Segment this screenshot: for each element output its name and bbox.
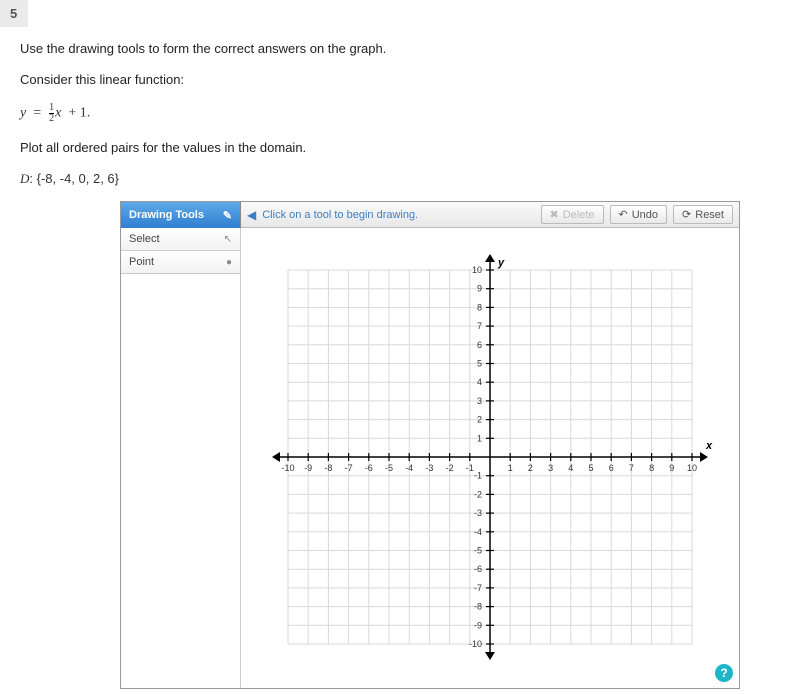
equation: y = 12x + 1. <box>20 103 780 124</box>
svg-text:4: 4 <box>568 463 573 473</box>
svg-text:8: 8 <box>477 302 482 312</box>
svg-text:-5: -5 <box>474 546 482 556</box>
svg-text:-8: -8 <box>324 463 332 473</box>
svg-text:-7: -7 <box>345 463 353 473</box>
graph-widget: Drawing Tools ✎ ◀ Click on a tool to beg… <box>120 201 740 689</box>
svg-text:5: 5 <box>477 359 482 369</box>
svg-text:9: 9 <box>669 463 674 473</box>
svg-text:-4: -4 <box>474 527 482 537</box>
svg-text:-10: -10 <box>469 639 482 649</box>
equation-const: + 1. <box>68 106 90 121</box>
svg-text:-5: -5 <box>385 463 393 473</box>
svg-text:6: 6 <box>609 463 614 473</box>
svg-text:7: 7 <box>629 463 634 473</box>
svg-text:8: 8 <box>649 463 654 473</box>
svg-text:10: 10 <box>687 463 697 473</box>
collapse-arrow-icon[interactable]: ◀ <box>247 208 256 222</box>
svg-text:-8: -8 <box>474 602 482 612</box>
svg-text:9: 9 <box>477 284 482 294</box>
point-dot-icon: ● <box>226 257 232 268</box>
close-icon: ✖ <box>550 208 559 221</box>
svg-text:-10: -10 <box>281 463 294 473</box>
select-cursor-icon: ↖ <box>224 234 232 245</box>
delete-button[interactable]: ✖ Delete <box>541 205 604 224</box>
coordinate-grid[interactable]: -10 -9 -8 -7 -6 -5 -4 -3 -2 -1 1 2 3 4 5 6 7 8 9 10 -10 -9 -8 -… <box>260 242 720 672</box>
svg-text:1: 1 <box>508 463 513 473</box>
tools-sidebar: Select ↖ Point ● <box>121 228 241 688</box>
reset-button[interactable]: ⟳ Reset <box>673 205 733 224</box>
prompt-intro: Consider this linear function: <box>20 72 780 87</box>
equation-var: x <box>55 106 61 121</box>
domain-line: D: {-8, -4, 0, 2, 6} <box>20 171 780 187</box>
equation-eq: = <box>33 106 41 121</box>
equation-lhs: y <box>20 106 26 121</box>
toolbar-row: Drawing Tools ✎ ◀ Click on a tool to beg… <box>121 202 739 228</box>
reset-label: Reset <box>695 209 724 221</box>
canvas-area[interactable]: -10 -9 -8 -7 -6 -5 -4 -3 -2 -1 1 2 3 4 5 6 7 8 9 10 -10 -9 -8 -… <box>241 228 739 688</box>
question-content: Use the drawing tools to form the correc… <box>0 41 800 689</box>
undo-label: Undo <box>632 209 658 221</box>
svg-text:10: 10 <box>472 265 482 275</box>
delete-label: Delete <box>563 209 595 221</box>
svg-text:6: 6 <box>477 340 482 350</box>
wrench-icon: ✎ <box>223 209 232 222</box>
svg-text:2: 2 <box>477 415 482 425</box>
svg-text:3: 3 <box>548 463 553 473</box>
svg-text:-9: -9 <box>474 620 482 630</box>
svg-text:-2: -2 <box>474 489 482 499</box>
sidebar-item-select[interactable]: Select ↖ <box>121 228 240 251</box>
svg-text:-7: -7 <box>474 583 482 593</box>
undo-button[interactable]: ↶ Undo <box>610 205 668 224</box>
sidebar-item-label: Point <box>129 256 154 268</box>
undo-icon: ↶ <box>619 208 628 221</box>
svg-text:-2: -2 <box>446 463 454 473</box>
svg-text:-6: -6 <box>365 463 373 473</box>
svg-text:-1: -1 <box>474 471 482 481</box>
svg-text:-3: -3 <box>425 463 433 473</box>
svg-text:-3: -3 <box>474 508 482 518</box>
svg-text:y: y <box>497 257 505 269</box>
svg-text:5: 5 <box>588 463 593 473</box>
svg-text:-1: -1 <box>466 463 474 473</box>
question-number: 5 <box>0 0 28 27</box>
svg-text:3: 3 <box>477 396 482 406</box>
instruction-text: Use the drawing tools to form the correc… <box>20 41 780 56</box>
svg-text:4: 4 <box>477 377 482 387</box>
top-toolbar: ◀ Click on a tool to begin drawing. ✖ De… <box>241 202 739 228</box>
domain-label-prefix: D <box>20 171 29 186</box>
widget-body: Select ↖ Point ● -10 -9 -8 -7 -6 -5 -4 -3 -2 -1 1 2… <box>121 228 739 688</box>
drawing-tools-label: Drawing Tools <box>129 209 204 221</box>
svg-text:-4: -4 <box>405 463 413 473</box>
svg-text:-9: -9 <box>304 463 312 473</box>
help-button[interactable]: ? <box>715 664 733 682</box>
equation-fraction: 12 <box>49 103 54 124</box>
toolbar-hint: Click on a tool to begin drawing. <box>262 209 534 221</box>
svg-text:-6: -6 <box>474 564 482 574</box>
drawing-tools-header: Drawing Tools ✎ <box>121 202 241 228</box>
sidebar-item-label: Select <box>129 233 160 245</box>
svg-text:2: 2 <box>528 463 533 473</box>
reset-icon: ⟳ <box>682 208 691 221</box>
domain-label-rest: : {-8, -4, 0, 2, 6} <box>29 171 119 186</box>
svg-text:1: 1 <box>477 433 482 443</box>
plot-instruction: Plot all ordered pairs for the values in… <box>20 140 780 155</box>
sidebar-item-point[interactable]: Point ● <box>121 251 240 274</box>
svg-text:7: 7 <box>477 321 482 331</box>
svg-text:x: x <box>705 440 713 452</box>
